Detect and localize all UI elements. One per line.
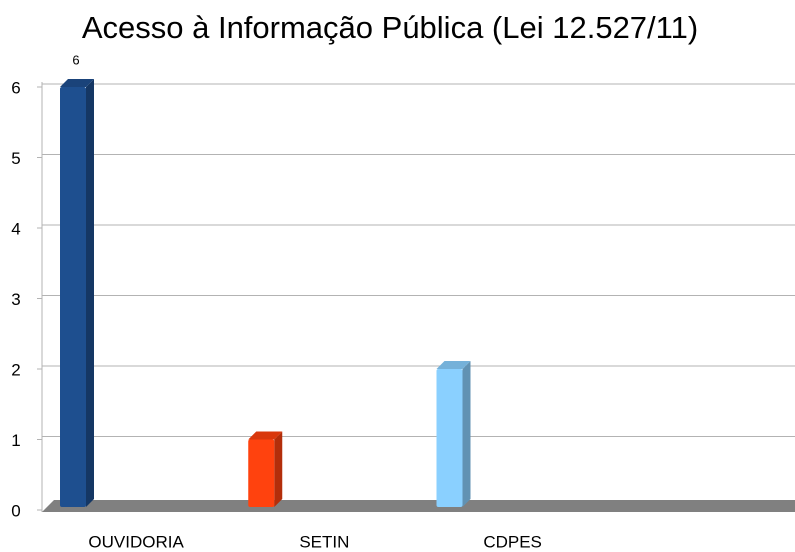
bar (248, 431, 283, 507)
floor (42, 500, 795, 512)
y-tick-label: 0 (11, 501, 20, 520)
bar (436, 361, 471, 507)
y-tick-label: 3 (11, 290, 20, 309)
bar-side (86, 79, 94, 507)
x-tick-label: CDPES (483, 532, 542, 551)
y-tick-label: 2 (11, 360, 20, 379)
bar-top (248, 431, 283, 440)
bar-front (60, 87, 86, 507)
bar-top (436, 361, 471, 369)
x-tick-label: SETIN (299, 532, 349, 551)
bar-side (462, 361, 471, 507)
y-tick-label: 5 (11, 149, 20, 168)
x-tick-label: OUVIDORIA (88, 532, 184, 551)
data-label: 6 (72, 52, 79, 67)
bar-side (274, 431, 283, 507)
y-tick-label: 1 (11, 431, 20, 450)
bar-front (248, 439, 275, 507)
y-tick-label: 4 (11, 219, 20, 238)
chart-title: Acesso à Informação Pública (Lei 12.527/… (82, 10, 698, 45)
bar-front (436, 369, 463, 507)
bar-top (60, 79, 94, 87)
y-tick-label: 6 (11, 78, 20, 97)
bar (60, 79, 94, 507)
